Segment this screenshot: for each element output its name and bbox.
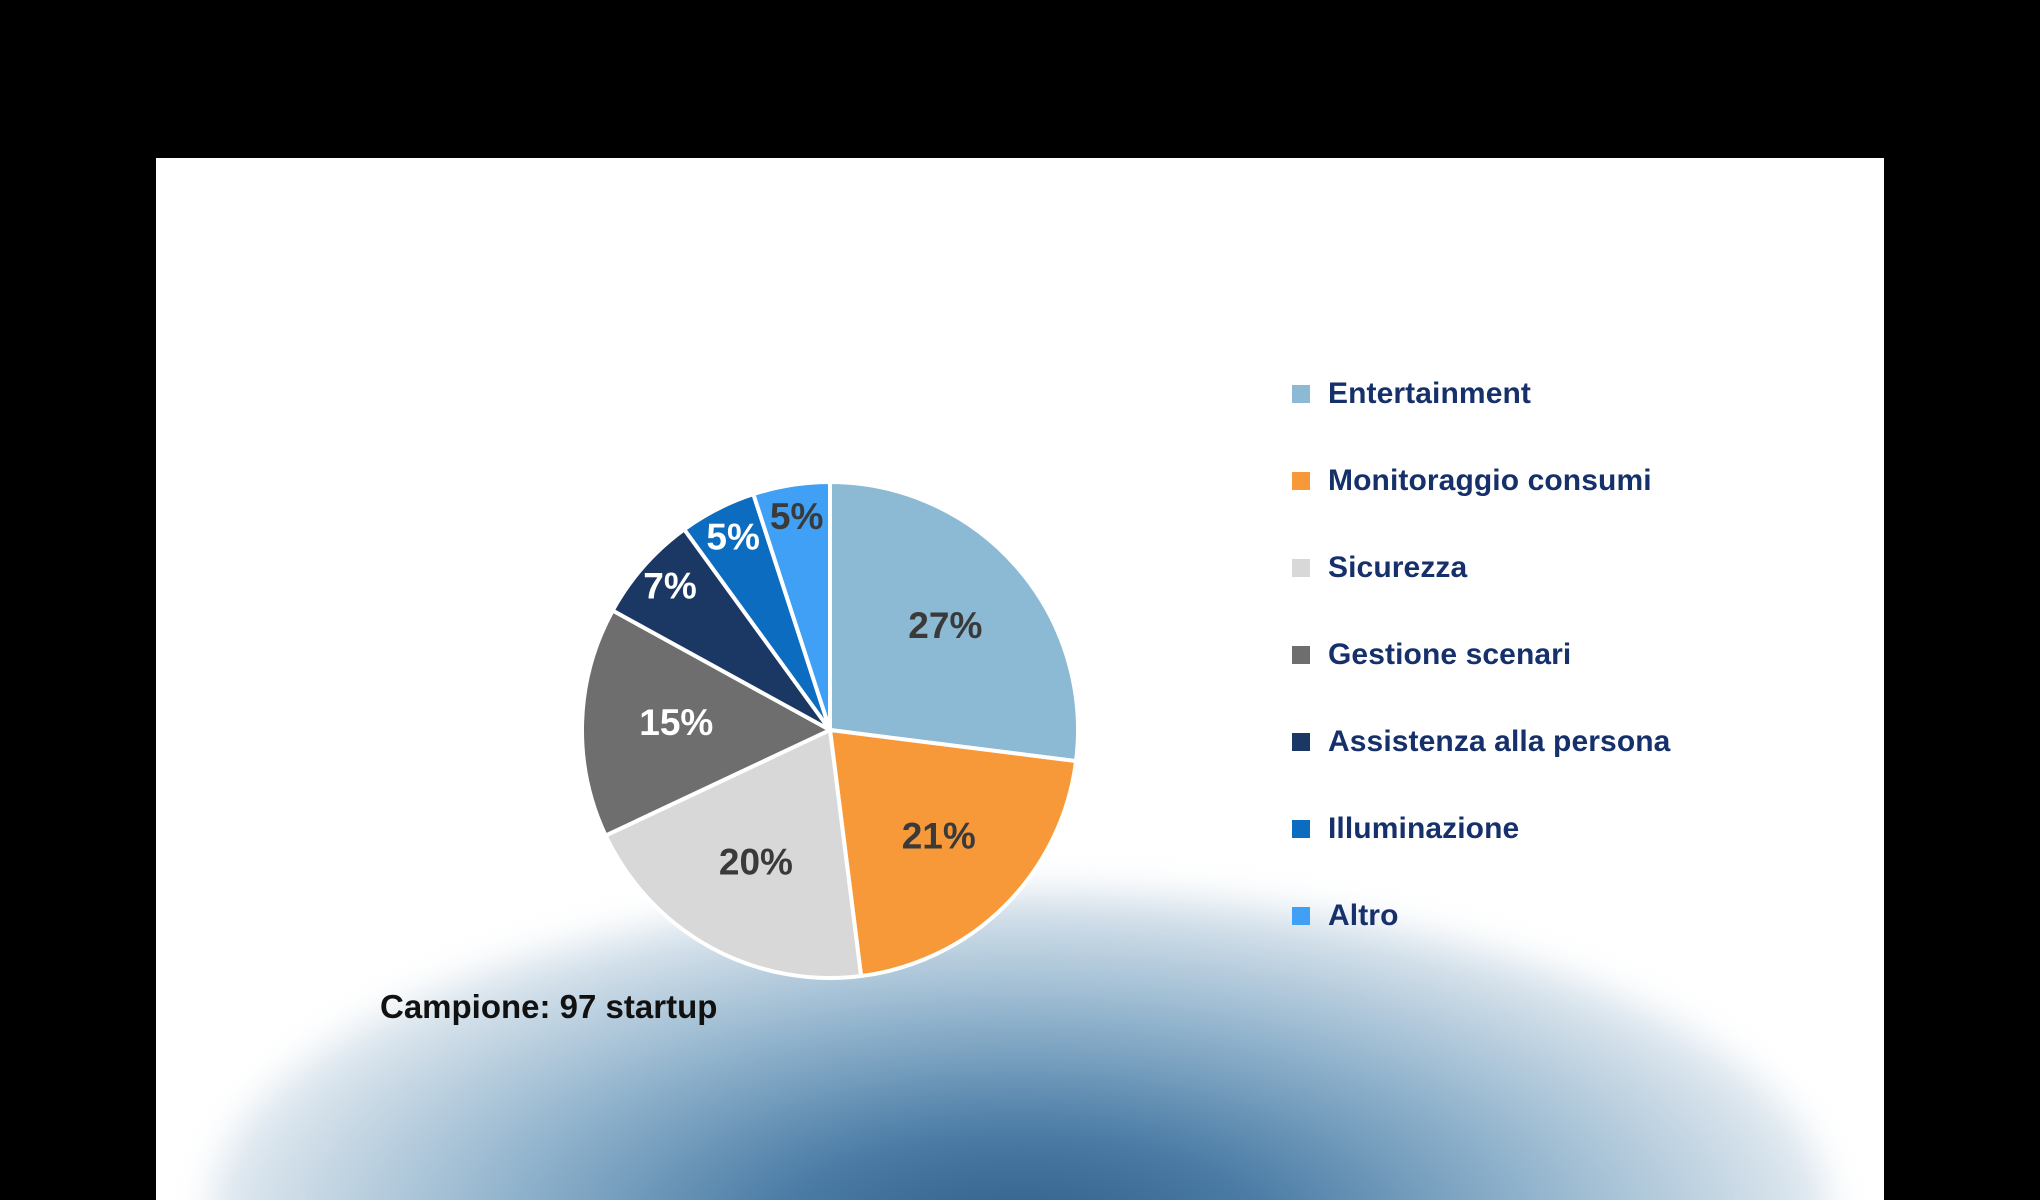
pie-slice-label: 7% bbox=[643, 566, 696, 607]
pie-slice[interactable] bbox=[751, 480, 832, 732]
pie-slice[interactable] bbox=[580, 608, 832, 838]
legend-item-label: Gestione scenari bbox=[1328, 637, 1572, 671]
pie-slices-group bbox=[580, 480, 1080, 980]
pie-slice[interactable] bbox=[828, 728, 1079, 979]
pie-slice[interactable] bbox=[610, 527, 832, 732]
pie-chart-figure: 27% 21% 20% 15% 7% 5% 5% Entertainment Monitora… bbox=[156, 158, 1884, 1200]
pie-chart-graphic: 27% 21% 20% 15% 7% 5% 5% bbox=[580, 480, 1080, 980]
pie-slice[interactable] bbox=[603, 728, 864, 980]
legend-item-label: Assistenza alla persona bbox=[1328, 724, 1671, 758]
legend-item-label: Entertainment bbox=[1328, 376, 1531, 410]
legend-color-swatch-icon bbox=[1292, 906, 1310, 925]
legend-color-swatch-icon bbox=[1292, 819, 1310, 838]
pie-svg: 27%21%20%15%7%5%5% bbox=[580, 480, 1080, 980]
legend-item[interactable]: Illuminazione bbox=[1292, 785, 1670, 872]
pie-slice-label: 5% bbox=[706, 517, 759, 558]
pie-slice-label: 21% bbox=[902, 816, 976, 857]
legend-item-label: Sicurezza bbox=[1328, 550, 1468, 584]
legend-color-swatch-icon bbox=[1292, 558, 1310, 577]
pie-slice[interactable] bbox=[828, 480, 1080, 764]
legend-color-swatch-icon bbox=[1292, 645, 1310, 664]
legend-item-label: Monitoraggio consumi bbox=[1328, 463, 1652, 497]
legend-item[interactable]: Entertainment bbox=[1292, 350, 1670, 437]
pie-slice-label: 15% bbox=[639, 702, 713, 743]
legend-item-label: Altro bbox=[1328, 898, 1399, 932]
legend-item[interactable]: Altro bbox=[1292, 872, 1670, 959]
legend-item[interactable]: Monitoraggio consumi bbox=[1292, 437, 1670, 524]
legend-item[interactable]: Assistenza alla persona bbox=[1292, 698, 1670, 785]
presentation-slide: 27% 21% 20% 15% 7% 5% 5% Entertainment Monitora… bbox=[156, 158, 1884, 1200]
chart-legend: Entertainment Monitoraggio consumi Sicurez… bbox=[1292, 350, 1670, 959]
legend-color-swatch-icon bbox=[1292, 384, 1310, 403]
legend-item[interactable]: Sicurezza bbox=[1292, 524, 1670, 611]
legend-color-swatch-icon bbox=[1292, 471, 1310, 490]
sample-size-caption: Campione: 97 startup bbox=[380, 988, 718, 1025]
legend-color-swatch-icon bbox=[1292, 732, 1310, 751]
pie-slice-label: 20% bbox=[719, 842, 793, 883]
pie-slice-label: 5% bbox=[770, 496, 823, 537]
legend-item-label: Illuminazione bbox=[1328, 811, 1520, 845]
legend-item[interactable]: Gestione scenari bbox=[1292, 611, 1670, 698]
pie-data-labels-group: 27%21%20%15%7%5%5% bbox=[639, 496, 982, 882]
pie-slice-label: 27% bbox=[908, 605, 982, 646]
